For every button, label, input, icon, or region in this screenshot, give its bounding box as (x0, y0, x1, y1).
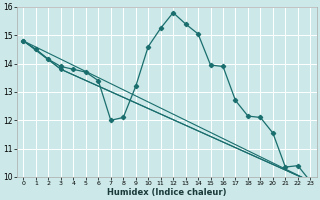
X-axis label: Humidex (Indice chaleur): Humidex (Indice chaleur) (107, 188, 227, 197)
